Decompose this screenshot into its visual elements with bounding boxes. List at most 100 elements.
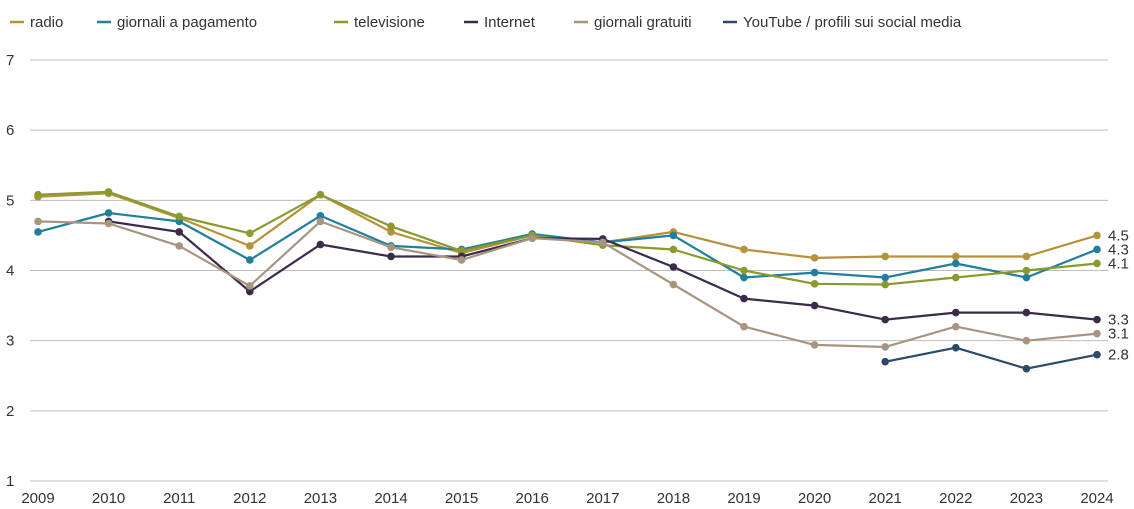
data-point-radio-2012 xyxy=(246,242,254,250)
data-point-giornali-a-pagamento-2023 xyxy=(1022,273,1031,282)
x-tick-label-2023: 2023 xyxy=(1010,490,1043,507)
data-point-giornali-a-pagamento-2022 xyxy=(952,259,960,268)
data-point-giornali-a-pagamento-2021 xyxy=(881,273,889,282)
data-point-internet-2013 xyxy=(316,240,325,249)
data-point-internet-2014 xyxy=(387,252,395,261)
data-point-televisione-2024 xyxy=(1093,259,1101,268)
end-value-label-4-1: 4.1 xyxy=(1108,255,1129,272)
data-point-radio-2020 xyxy=(810,254,819,262)
data-point-televisione-2011 xyxy=(175,212,183,221)
data-point-televisione-2009 xyxy=(34,190,42,199)
legend-label-giornali-a-pagamento: giornali a pagamento xyxy=(117,14,257,31)
data-point-giornali-gratuiti-2009 xyxy=(34,217,42,226)
legend-item-televisione: televisione xyxy=(334,14,425,31)
x-tick-label-2017: 2017 xyxy=(586,490,619,507)
x-tick-label-2014: 2014 xyxy=(374,490,407,507)
data-point-televisione-2012 xyxy=(246,229,254,238)
data-point-giornali-gratuiti-2016 xyxy=(528,234,536,243)
legend-label-radio: radio xyxy=(30,14,63,31)
data-point-televisione-2023 xyxy=(1022,266,1031,275)
data-point-youtube-profili-sui-social-media-2021 xyxy=(881,357,889,366)
end-value-label-2-8: 2.8 xyxy=(1108,347,1129,364)
legend-item-giornali-gratuiti: giornali gratuiti xyxy=(574,14,692,31)
y-tick-label-4: 4 xyxy=(6,263,14,280)
x-tick-label-2021: 2021 xyxy=(869,490,902,507)
data-point-giornali-gratuiti-2015 xyxy=(457,256,466,264)
data-point-televisione-2021 xyxy=(881,280,889,289)
data-point-giornali-gratuiti-2017 xyxy=(599,238,607,247)
data-point-giornali-gratuiti-2023 xyxy=(1022,336,1031,345)
data-point-televisione-2018 xyxy=(669,245,678,254)
data-point-giornali-a-pagamento-2018 xyxy=(669,231,678,240)
data-point-giornali-gratuiti-2013 xyxy=(316,217,325,226)
series-giornali-gratuiti xyxy=(34,217,1101,351)
data-point-giornali-a-pagamento-2010 xyxy=(104,209,113,217)
data-point-giornali-gratuiti-2011 xyxy=(175,242,183,250)
data-point-giornali-a-pagamento-2024 xyxy=(1093,245,1101,254)
data-point-giornali-a-pagamento-2009 xyxy=(34,228,42,236)
data-point-radio-2022 xyxy=(952,252,960,261)
data-point-radio-2024 xyxy=(1093,231,1101,240)
legend-label-giornali-gratuiti: giornali gratuiti xyxy=(594,14,692,31)
series-line-youtube-profili-sui-social-media xyxy=(884,346,1098,370)
data-point-giornali-a-pagamento-2019 xyxy=(740,273,748,282)
data-point-giornali-a-pagamento-2012 xyxy=(246,256,254,264)
data-point-internet-2018 xyxy=(669,263,678,271)
x-tick-label-2013: 2013 xyxy=(304,490,337,507)
data-point-radio-2014 xyxy=(387,228,395,236)
y-tick-label-3: 3 xyxy=(6,333,14,350)
legend-item-youtube-profili-sui-social-media: YouTube / profili sui social media xyxy=(723,14,962,31)
x-tick-label-2024: 2024 xyxy=(1080,490,1113,507)
x-tick-label-2010: 2010 xyxy=(92,490,125,507)
y-tick-label-2: 2 xyxy=(6,403,14,420)
data-point-internet-2021 xyxy=(881,315,889,324)
data-point-giornali-gratuiti-2024 xyxy=(1093,329,1101,338)
end-value-label-3-1: 3.1 xyxy=(1108,326,1129,343)
data-point-youtube-profili-sui-social-media-2022 xyxy=(952,343,960,352)
x-tick-label-2012: 2012 xyxy=(233,490,266,507)
data-point-televisione-2010 xyxy=(104,188,113,196)
data-point-televisione-2020 xyxy=(810,280,819,288)
data-point-giornali-gratuiti-2012 xyxy=(246,282,254,290)
data-point-internet-2023 xyxy=(1022,308,1031,317)
end-value-label-4-3: 4.3 xyxy=(1108,241,1129,258)
x-tick-label-2018: 2018 xyxy=(657,490,690,507)
data-point-giornali-gratuiti-2022 xyxy=(952,322,960,331)
data-point-giornali-gratuiti-2021 xyxy=(881,343,889,351)
legend-item-radio: radio xyxy=(10,14,63,31)
data-point-radio-2019 xyxy=(740,245,748,254)
legend-label-internet: Internet xyxy=(484,14,536,31)
data-point-internet-2012 xyxy=(246,287,254,296)
data-point-giornali-a-pagamento-2020 xyxy=(810,268,819,277)
data-point-televisione-2013 xyxy=(316,190,325,199)
y-tick-label-6: 6 xyxy=(6,122,14,139)
legend-label-televisione: televisione xyxy=(354,14,425,31)
legend: radio giornali a pagamento televisione Inte… xyxy=(10,14,962,31)
series-line-giornali-a-pagamento xyxy=(37,211,1098,279)
data-point-giornali-gratuiti-2018 xyxy=(669,280,678,289)
legend-label-youtube-profili-sui-social-media: YouTube / profili sui social media xyxy=(743,14,962,31)
data-point-radio-2021 xyxy=(881,252,889,261)
data-point-giornali-a-pagamento-2013 xyxy=(316,211,325,220)
data-point-youtube-profili-sui-social-media-2024 xyxy=(1093,350,1101,359)
y-tick-label-5: 5 xyxy=(6,192,14,209)
data-point-giornali-gratuiti-2019 xyxy=(740,322,748,331)
data-point-internet-2011 xyxy=(175,228,183,236)
x-axis: 2009 2010 2011 2012 2013 2014 2015 2016 2017 2018… xyxy=(21,490,1113,507)
end-value-label-4-5: 4.5 xyxy=(1108,227,1129,244)
x-tick-label-2022: 2022 xyxy=(939,490,972,507)
data-point-youtube-profili-sui-social-media-2023 xyxy=(1022,364,1031,373)
data-point-televisione-2019 xyxy=(740,266,748,275)
data-point-televisione-2022 xyxy=(952,273,960,282)
x-tick-label-2009: 2009 xyxy=(21,490,54,507)
series-line-giornali-gratuiti xyxy=(37,220,1098,349)
data-point-televisione-2015 xyxy=(457,247,466,255)
data-point-internet-2019 xyxy=(740,294,748,303)
data-point-internet-2022 xyxy=(952,308,960,317)
series-youtube-profili-sui-social-media xyxy=(881,343,1101,373)
data-point-internet-2024 xyxy=(1093,315,1101,324)
y-axis: 1 2 3 4 5 6 7 xyxy=(6,52,14,490)
x-tick-label-2016: 2016 xyxy=(516,490,549,507)
x-tick-label-2015: 2015 xyxy=(445,490,478,507)
